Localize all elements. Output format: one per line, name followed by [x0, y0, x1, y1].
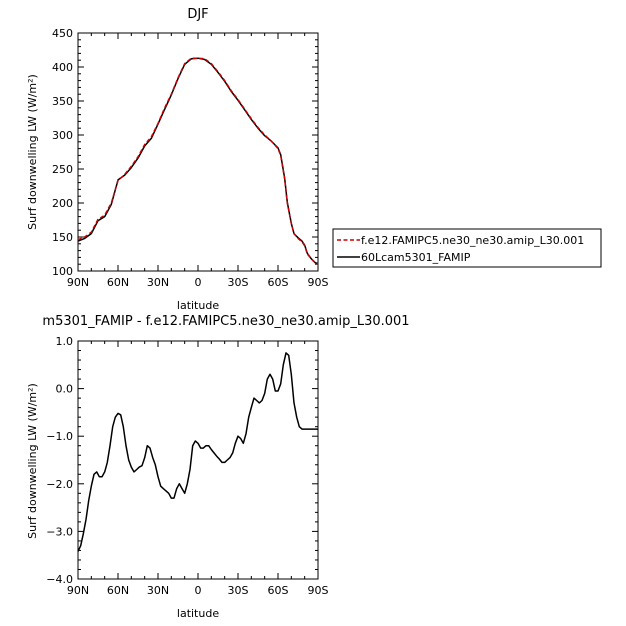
panel1-series-line-2 [77, 57, 319, 265]
bottom-chart-title: m5301_FAMIP - f.e12.FAMIPC5.ne30_ne30.am… [42, 314, 409, 329]
panel2-y-tick-label: 0.0 [56, 383, 74, 396]
panel1-x-tick-label: 90S [308, 276, 329, 289]
panel1-frame [77, 32, 319, 272]
bottom-plot-area: 90N 60N 30N 0 30S 60S 90S −4.0 −3.0 −2.0 −1.0 0.0 1.… [46, 335, 328, 597]
top-chart-title: DJF [187, 7, 208, 22]
panel2-y-tick-label: −4.0 [46, 573, 73, 586]
panel2-x-tick-label: 30S [228, 584, 249, 597]
panel1-series-line-1 [77, 57, 319, 265]
panel1-x-tick-label: 0 [195, 276, 202, 289]
panel1-x-tick-label: 30S [228, 276, 249, 289]
panel1-x-tick-label: 30N [147, 276, 169, 289]
panel1-y-tick-label: 100 [52, 265, 73, 278]
top-plot-area: 90N 60N 30N 0 30S 60S 90S 100 150 200 250 300 350 400… [52, 27, 329, 289]
bottom-y-axis-label: Surf downwelling LW (W/m²) [26, 383, 39, 539]
panel2-series-line-1 [77, 352, 318, 552]
panel2-x-tick-label: 60N [107, 584, 129, 597]
top-x-axis-label: latitude [177, 299, 219, 312]
panel1-y-tick-label: 450 [52, 27, 73, 40]
panel2-x-tick-label: 60S [268, 584, 289, 597]
legend-label-series-1: f.e12.FAMIPC5.ne30_ne30.amip_L30.001 [361, 234, 584, 247]
panel1-y-tick-label: 150 [52, 231, 73, 244]
panel2-x-tick-label: 90S [308, 584, 329, 597]
bottom-x-axis-label: latitude [177, 607, 219, 620]
panel2-y-tick-label: −1.0 [46, 430, 73, 443]
panel1-x-tick-label: 90N [67, 276, 89, 289]
panel1-x-tick-label: 60S [268, 276, 289, 289]
panel2-y-tick-label: −3.0 [46, 525, 73, 538]
panel2-y-tick-label: 1.0 [56, 335, 74, 348]
panel1-y-tick-label: 300 [52, 129, 73, 142]
panel1-x-tick-label: 60N [107, 276, 129, 289]
legend-box [332, 228, 602, 268]
panel1-y-tick-label: 200 [52, 197, 73, 210]
panel2-x-tick-label: 30N [147, 584, 169, 597]
top-y-axis-label: Surf downwelling LW (W/m²) [26, 74, 39, 230]
panel1-y-tick-label: 250 [52, 163, 73, 176]
panel2-x-tick-label: 0 [195, 584, 202, 597]
panel1-y-tick-label: 400 [52, 61, 73, 74]
legend-label-series-2: 60Lcam5301_FAMIP [361, 251, 471, 264]
panel1-y-tick-label: 350 [52, 95, 73, 108]
panel2-x-tick-label: 90N [67, 584, 89, 597]
panel2-y-tick-label: −2.0 [46, 478, 73, 491]
